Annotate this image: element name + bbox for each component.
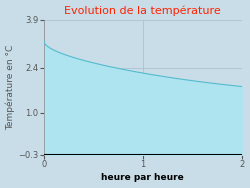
Y-axis label: Température en °C: Température en °C [6,45,15,130]
Title: Evolution de la température: Evolution de la température [64,6,221,16]
X-axis label: heure par heure: heure par heure [101,174,184,182]
